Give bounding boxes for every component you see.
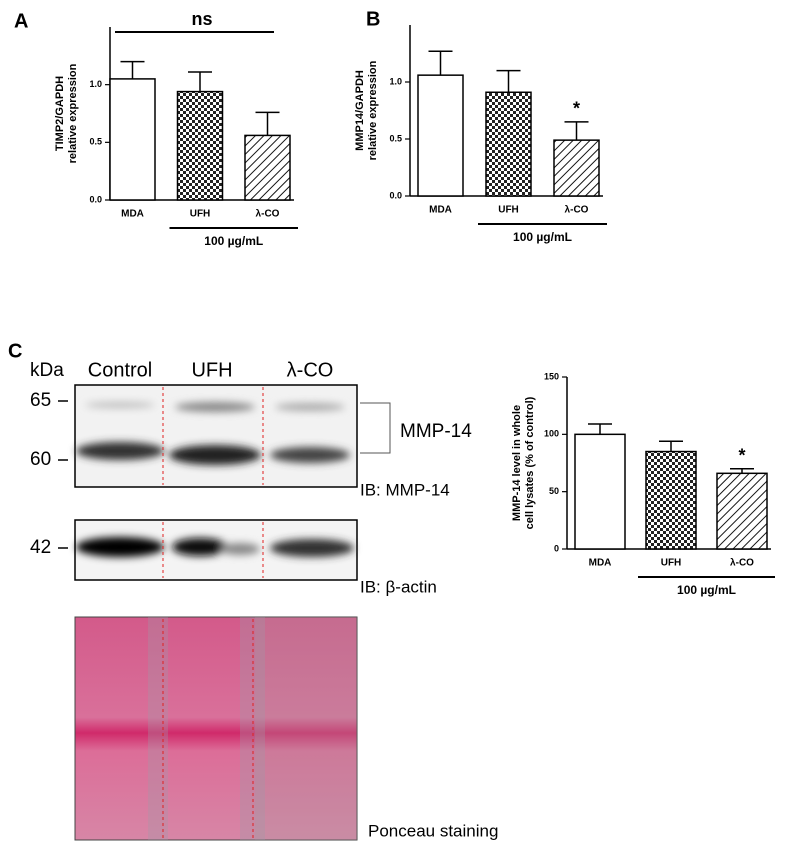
y-axis-label: MMP-14 level in whole <box>511 405 523 521</box>
x-tick-label: UFH <box>498 205 519 216</box>
x-tick-label: MDA <box>429 205 452 216</box>
y-axis-label: MMP14/GAPDH <box>354 70 366 151</box>
y-axis-label: relative expression <box>67 63 79 163</box>
bar <box>574 433 626 550</box>
y-tick-label: 0.5 <box>389 133 402 143</box>
panel-label: B <box>366 8 380 30</box>
y-tick-label: 0.0 <box>389 190 402 200</box>
x-tick-label: λ-CO <box>565 205 589 216</box>
y-tick-label: 150 <box>544 371 559 381</box>
ponceau-blot <box>74 616 358 841</box>
y-axis-label: TIMP2/GAPDH <box>54 76 66 151</box>
group-label: 100 µg/mL <box>677 583 736 597</box>
ib-label: IB: MMP-14 <box>360 480 450 499</box>
mmp14-blot <box>74 384 358 488</box>
bar <box>553 139 600 197</box>
bar <box>485 91 532 197</box>
bar <box>244 134 291 201</box>
x-tick-label: MDA <box>121 209 144 220</box>
x-tick-label: MDA <box>589 558 612 569</box>
ib-label: IB: β-actin <box>360 577 437 596</box>
actin-blot <box>74 519 358 581</box>
bar <box>716 472 768 550</box>
y-tick-label: 0.5 <box>89 137 102 147</box>
significance-mark: * <box>738 445 745 465</box>
y-axis-label: cell lysates (% of control) <box>524 396 536 529</box>
lane-label: Control <box>88 359 152 381</box>
x-tick-label: λ-CO <box>730 558 754 569</box>
lane-label: UFH <box>191 359 232 381</box>
x-tick-label: UFH <box>661 558 682 569</box>
marker-label: 65 <box>30 390 51 411</box>
y-tick-label: 50 <box>549 486 559 496</box>
unit-label: kDa <box>30 360 64 381</box>
group-label: 100 µg/mL <box>513 230 572 244</box>
bar <box>176 90 224 201</box>
y-axis-label: relative expression <box>367 60 379 160</box>
panel-label: C <box>8 340 22 362</box>
bar <box>645 450 697 550</box>
y-tick-label: 1.0 <box>389 76 402 86</box>
significance-mark: ns <box>191 9 212 29</box>
x-tick-label: UFH <box>190 209 211 220</box>
y-tick-label: 1.0 <box>89 79 102 89</box>
lane-label: λ-CO <box>287 359 334 381</box>
group-label: 100 µg/mL <box>204 234 263 248</box>
stain-label: Ponceau staining <box>368 821 498 840</box>
y-tick-label: 0 <box>554 543 559 553</box>
band-label: MMP-14 <box>400 421 472 442</box>
bar <box>417 74 464 197</box>
bar <box>109 78 156 201</box>
x-tick-label: λ-CO <box>256 209 280 220</box>
y-tick-label: 0.0 <box>89 194 102 204</box>
significance-mark: * <box>573 99 580 119</box>
panel-label: A <box>14 10 28 32</box>
y-tick-label: 100 <box>544 429 559 439</box>
marker-label: 60 <box>30 449 51 470</box>
bracket <box>360 402 391 454</box>
marker-label: 42 <box>30 537 51 558</box>
